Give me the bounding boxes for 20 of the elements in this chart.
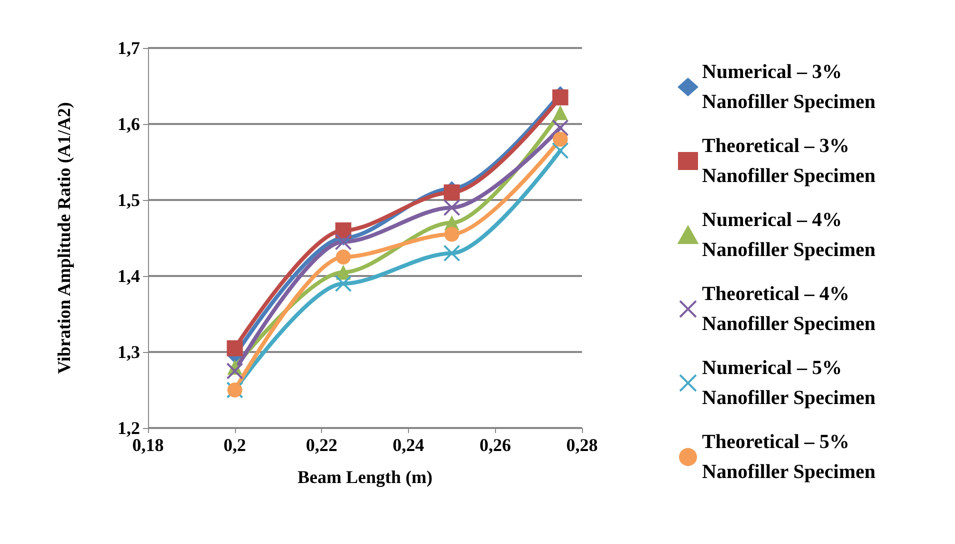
x-tick-label: 0,2 [224, 435, 246, 455]
x-tick-label: 0,18 [132, 435, 164, 455]
legend-label: Theoretical – 5% Nanofiller Specimen [702, 431, 876, 483]
legend-label: Numerical – 5% Nanofiller Specimen [702, 357, 876, 409]
x-tick-label: 0,26 [479, 435, 511, 455]
x-tick-label: 0,22 [306, 435, 338, 455]
x-tick-label: 0,28 [566, 435, 598, 455]
y-tick-label: 1,6 [118, 114, 140, 134]
y-tick-label: 1,5 [118, 190, 140, 210]
x-tick-label: 0,24 [392, 435, 424, 455]
legend-label: Theoretical – 4% Nanofiller Specimen [702, 283, 876, 335]
legend-label: Numerical – 4% Nanofiller Specimen [702, 209, 876, 261]
x-axis-title: Beam Length (m) [298, 467, 432, 487]
legend-label: Theoretical – 3% Nanofiller Specimen [702, 135, 876, 187]
y-tick-label: 1,3 [118, 342, 140, 362]
y-axis-title: Vibration Amplitude Ratio (A1/A2) [54, 102, 74, 374]
legend-label: Numerical – 3% Nanofiller Specimen [702, 61, 876, 113]
y-tick-label: 1,7 [118, 38, 140, 58]
y-tick-label: 1,4 [118, 266, 140, 286]
y-tick-label: 1,2 [118, 418, 140, 438]
